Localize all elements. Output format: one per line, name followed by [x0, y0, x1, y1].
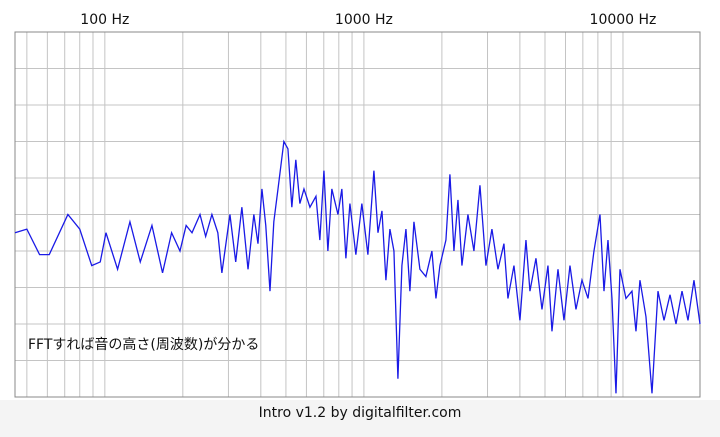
annotation: FFTすれば音の高さ(周波数)が分かる — [28, 336, 259, 353]
footer-text: Intro v1.2 by digitalfilter.com — [259, 405, 462, 421]
plot-frame — [14, 31, 701, 398]
x-tick-label: 100 Hz — [80, 12, 129, 28]
x-tick-label: 1000 Hz — [335, 12, 393, 28]
x-tick-label: 10000 Hz — [590, 12, 657, 28]
spectrum-line — [14, 139, 701, 394]
plot — [14, 139, 701, 394]
footer-bar — [0, 400, 720, 437]
